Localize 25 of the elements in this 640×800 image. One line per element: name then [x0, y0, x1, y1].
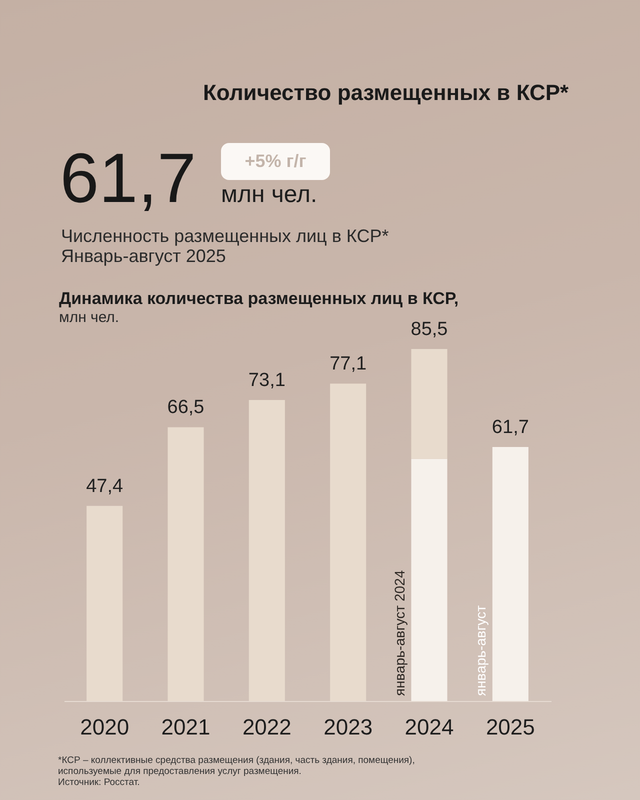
data-label: 47,4 [86, 476, 124, 497]
chart-title: Количество размещенных в КСР* [203, 80, 570, 105]
x-tick-label: 2024 [404, 714, 454, 740]
x-tick-label: 2025 [486, 714, 535, 740]
text: млн чел. [221, 181, 318, 208]
x-tick-label: 2023 [324, 714, 373, 740]
text: используемые для предоставления услуг размещения. [58, 766, 302, 777]
text: 61,7 [60, 139, 196, 217]
text: Январь-август 2025 [61, 246, 226, 266]
y-axis-title: млн чел. [59, 309, 120, 326]
x-tick-label: 2021 [161, 714, 210, 740]
chart-subtitle: Динамика количества размещенных лиц в КСР, [59, 289, 459, 308]
data-label: 61,7 [492, 416, 529, 438]
data-label: 77,1 [330, 354, 367, 375]
text: Источник: Росстат. [58, 777, 140, 788]
total-label: 85,5 [410, 319, 448, 340]
data-label: 73,1 [248, 370, 286, 392]
text: Численность размещенных лиц в КСР* [61, 226, 389, 246]
x-tick-label: 2020 [80, 714, 130, 740]
badge: +5% г/г [221, 143, 330, 180]
annotation: январь-август [472, 604, 488, 696]
data-label: 66,5 [167, 397, 204, 418]
annotation: январь-август 2024 [391, 570, 408, 696]
x-tick-label: 2022 [242, 714, 292, 740]
text: *КСР – коллективные средства размещения (здания, часть здания, помещения), [58, 755, 415, 766]
